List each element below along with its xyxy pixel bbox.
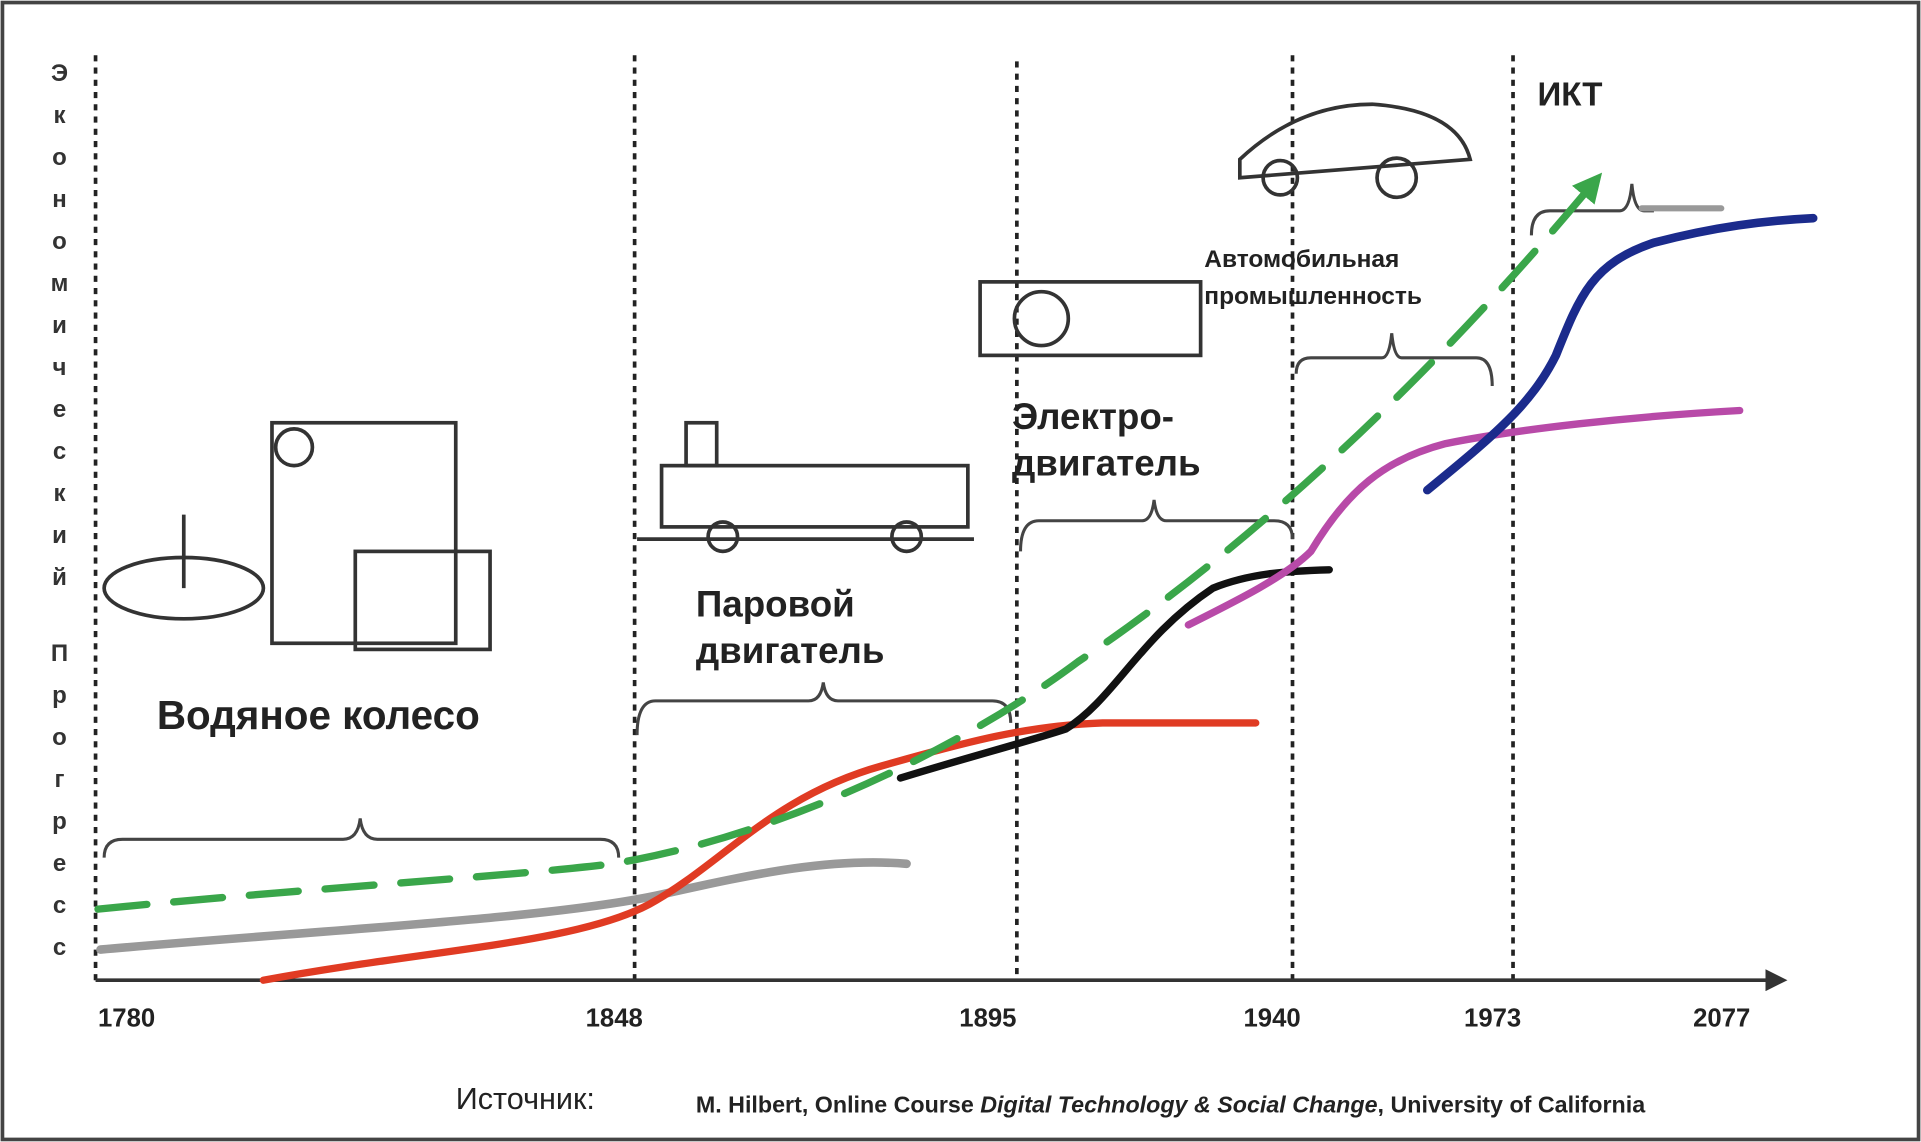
- year-label: 2077: [1693, 1005, 1750, 1033]
- era-label: Паровой: [696, 583, 855, 624]
- year-label: 1848: [586, 1005, 643, 1033]
- source-label: Источник:: [456, 1082, 595, 1116]
- era-label: ИКТ: [1538, 76, 1603, 113]
- era-separators: [93, 55, 1515, 981]
- era-label: Водяное колесо: [157, 692, 480, 738]
- wave-curves: [94, 172, 1818, 984]
- year-label: 1780: [98, 1005, 155, 1033]
- source-part: , University of California: [1378, 1092, 1647, 1118]
- year-label: 1895: [959, 1005, 1016, 1033]
- year-label: 1973: [1464, 1005, 1521, 1033]
- era-label: двигатель: [1012, 442, 1201, 483]
- y-axis-label: Прогресс: [46, 640, 73, 976]
- source-part: M. Hilbert, Online Course: [696, 1092, 980, 1118]
- era-label: двигатель: [696, 630, 885, 671]
- year-label: 1940: [1244, 1005, 1301, 1033]
- machine-sketches: [102, 102, 1473, 652]
- source: M. Hilbert, Online Course Digital Techno…: [696, 1092, 1646, 1118]
- source-part: Digital Technology & Social Change: [980, 1092, 1377, 1118]
- era-label: Автомобильная: [1204, 246, 1399, 273]
- braces: [102, 183, 1654, 858]
- y-axis-label: Экономический: [46, 60, 73, 606]
- era-label: промышленность: [1204, 283, 1422, 310]
- era-label: Электро-: [1012, 396, 1174, 437]
